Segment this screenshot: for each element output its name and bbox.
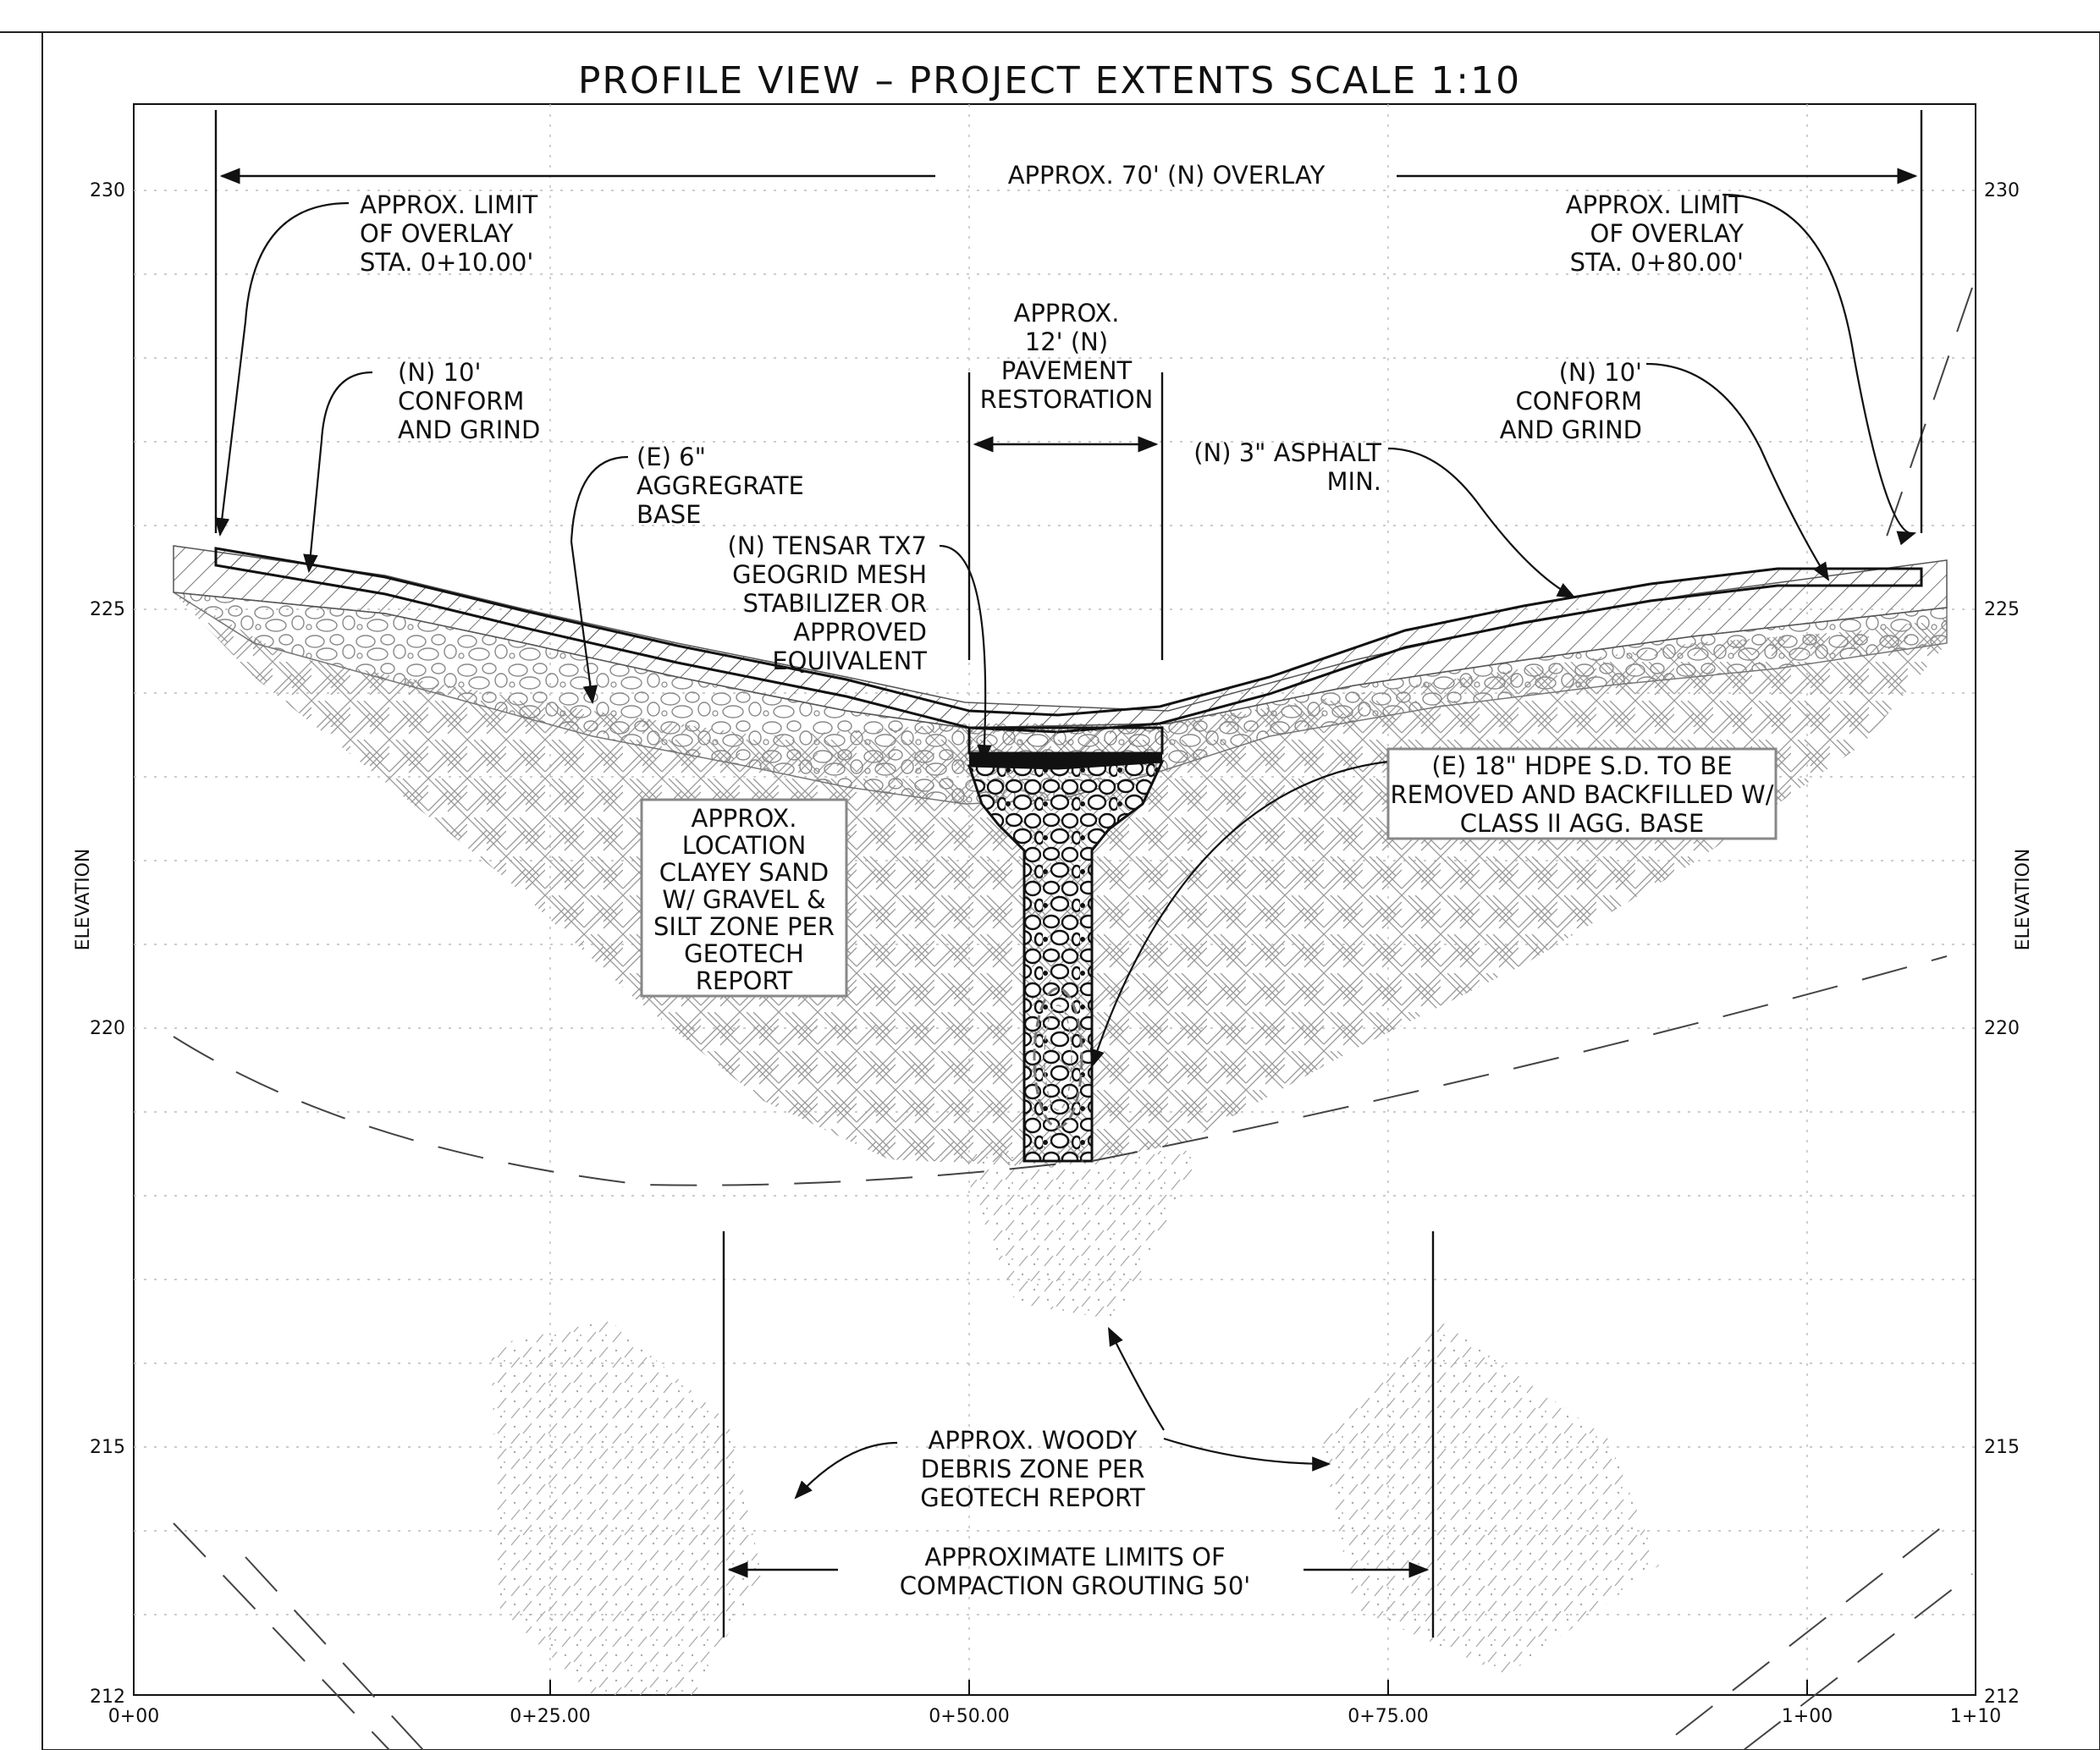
- note-woody-l3: GEOTECH REPORT: [920, 1483, 1145, 1512]
- note-clayey-l7: REPORT: [696, 966, 793, 995]
- y-tick-215-right: 215: [1984, 1437, 2020, 1458]
- note-clayey-l5: SILT ZONE PER: [653, 912, 835, 941]
- y-tick-220-left: 220: [90, 1018, 125, 1039]
- x-axis: 0+00 0+25.00 0+50.00 0+75.00 1+00 1+10: [108, 1680, 2001, 1727]
- note-woody-l2: DEBRIS ZONE PER: [921, 1455, 1145, 1483]
- x-tick-50: 0+50.00: [929, 1706, 1009, 1727]
- overlay-dimension: [214, 110, 1923, 533]
- x-tick-25: 0+25.00: [510, 1706, 590, 1727]
- note-limit-left-l3: STA. 0+10.00': [360, 248, 533, 277]
- note-pavement-l4: RESTORATION: [980, 385, 1154, 414]
- note-hdpe: (E) 18" HDPE S.D. TO BE REMOVED AND BACK…: [1391, 751, 1774, 838]
- new-overlay-band: [214, 547, 1923, 734]
- note-pavement-l2: 12' (N): [1025, 327, 1108, 356]
- note-pavement-l3: PAVEMENT: [1001, 356, 1133, 385]
- note-clayey: APPROX. LOCATION CLAYEY SAND W/ GRAVEL &…: [653, 804, 835, 995]
- note-tensar-l5: EQUIVALENT: [772, 647, 927, 675]
- note-limit-right-l2: OF OVERLAY: [1590, 219, 1744, 248]
- note-hdpe-l3: CLASS II AGG. BASE: [1460, 809, 1704, 838]
- pavement-restoration-block: [967, 726, 1164, 768]
- x-tick-100: 1+00: [1782, 1706, 1833, 1727]
- note-tensar: (N) TENSAR TX7 GEOGRID MESH STABILIZER O…: [728, 531, 928, 675]
- note-pavement-l1: APPROX.: [1013, 299, 1119, 327]
- hdpe-note-box: [1386, 747, 1778, 840]
- note-hdpe-l1: (E) 18" HDPE S.D. TO BE: [1431, 751, 1732, 780]
- clayey-sand-box: [640, 798, 848, 998]
- hdpe-pipe: [1033, 987, 1083, 1129]
- note-limit-left-l1: APPROX. LIMIT: [360, 190, 538, 219]
- pavement-dimension: [967, 372, 1164, 660]
- note-clayey-l3: CLAYEY SAND: [659, 858, 829, 887]
- note-hdpe-l2: REMOVED AND BACKFILLED W/: [1391, 780, 1774, 809]
- existing-pavement-layer: [173, 545, 1948, 729]
- note-conform-left-l2: CONFORM: [398, 387, 524, 415]
- note-conform-left-l1: (N) 10': [398, 358, 481, 387]
- overlay-dimension-label: APPROX. 70' (N) OVERLAY: [1008, 161, 1326, 190]
- note-limit-right: APPROX. LIMIT OF OVERLAY STA. 0+80.00': [1566, 190, 1744, 277]
- note-woody-l1: APPROX. WOODY: [928, 1426, 1137, 1455]
- x-tick-0: 0+00: [108, 1706, 159, 1727]
- note-grouting-l1: APPROXIMATE LIMITS OF: [924, 1543, 1225, 1571]
- leaders: [214, 193, 1917, 1500]
- y-axis-left: 230 225 220 215 212 ELEVATION: [73, 180, 125, 1708]
- y-tick-212-right: 212: [1984, 1687, 2020, 1708]
- y-axis-label-right: ELEVATION: [2013, 849, 2034, 951]
- note-grouting: APPROXIMATE LIMITS OF COMPACTION GROUTIN…: [900, 1543, 1251, 1600]
- y-tick-230-left: 230: [90, 180, 125, 201]
- note-woody: APPROX. WOODY DEBRIS ZONE PER GEOTECH RE…: [920, 1426, 1145, 1512]
- note-asphalt-l1: (N) 3" ASPHALT: [1193, 438, 1381, 467]
- woody-debris-zones: [491, 1151, 1659, 1695]
- note-clayey-l2: LOCATION: [682, 831, 807, 860]
- y-axis-right: 230 225 220 215 212 ELEVATION: [1984, 180, 2034, 1708]
- note-agg-base-l2: AGGREGRATE: [637, 471, 804, 500]
- note-agg-base: (E) 6" AGGREGRATE BASE: [637, 443, 804, 529]
- y-axis-label-left: ELEVATION: [73, 849, 94, 951]
- note-tensar-l2: GEOGRID MESH: [732, 560, 927, 589]
- grouting-dimension: [722, 1231, 1435, 1637]
- y-tick-215-left: 215: [90, 1437, 125, 1458]
- note-limit-left-l2: OF OVERLAY: [360, 219, 514, 248]
- y-tick-220-right: 220: [1984, 1018, 2020, 1039]
- note-conform-right-l1: (N) 10': [1559, 358, 1642, 387]
- note-conform-right-l3: AND GRIND: [1500, 415, 1642, 444]
- note-agg-base-l1: (E) 6": [637, 443, 706, 471]
- hdpe-pipe-inner: [1044, 1004, 1072, 1111]
- y-tick-225-right: 225: [1984, 599, 2020, 620]
- y-tick-225-left: 225: [90, 599, 125, 620]
- sheet-border: [41, 31, 2100, 1750]
- note-asphalt-l2: MIN.: [1327, 467, 1382, 496]
- y-tick-212-left: 212: [90, 1687, 125, 1708]
- note-limit-right-l3: STA. 0+80.00': [1570, 248, 1744, 277]
- x-tick-75: 0+75.00: [1348, 1706, 1428, 1727]
- note-conform-left: (N) 10' CONFORM AND GRIND: [398, 358, 540, 444]
- note-limit-right-l1: APPROX. LIMIT: [1566, 190, 1744, 219]
- note-asphalt: (N) 3" ASPHALT MIN.: [1193, 438, 1381, 496]
- grid: [134, 104, 1976, 1695]
- note-clayey-l4: W/ GRAVEL &: [662, 885, 825, 914]
- note-agg-base-l3: BASE: [637, 500, 701, 529]
- x-tick-110: 1+10: [1950, 1706, 2001, 1727]
- plot-frame: [133, 103, 1976, 1696]
- note-grouting-l2: COMPACTION GROUTING 50': [900, 1571, 1251, 1600]
- trench-backfill: [967, 760, 1165, 1163]
- note-limit-left: APPROX. LIMIT OF OVERLAY STA. 0+10.00': [360, 190, 538, 277]
- note-tensar-l3: STABILIZER OR: [743, 589, 927, 618]
- note-tensar-l1: (N) TENSAR TX7: [728, 531, 927, 560]
- note-conform-left-l3: AND GRIND: [398, 415, 540, 444]
- note-clayey-l6: GEOTECH: [684, 939, 804, 968]
- y-tick-230-right: 230: [1984, 180, 2020, 201]
- drawing-title: PROFILE VIEW – PROJECT EXTENTS SCALE 1:1…: [578, 59, 1521, 102]
- note-tensar-l4: APPROVED: [793, 618, 927, 647]
- note-conform-right: (N) 10' CONFORM AND GRIND: [1500, 358, 1642, 444]
- note-pavement: APPROX. 12' (N) PAVEMENT RESTORATION: [980, 299, 1154, 414]
- note-conform-right-l2: CONFORM: [1516, 387, 1642, 415]
- note-clayey-l1: APPROX.: [691, 804, 796, 833]
